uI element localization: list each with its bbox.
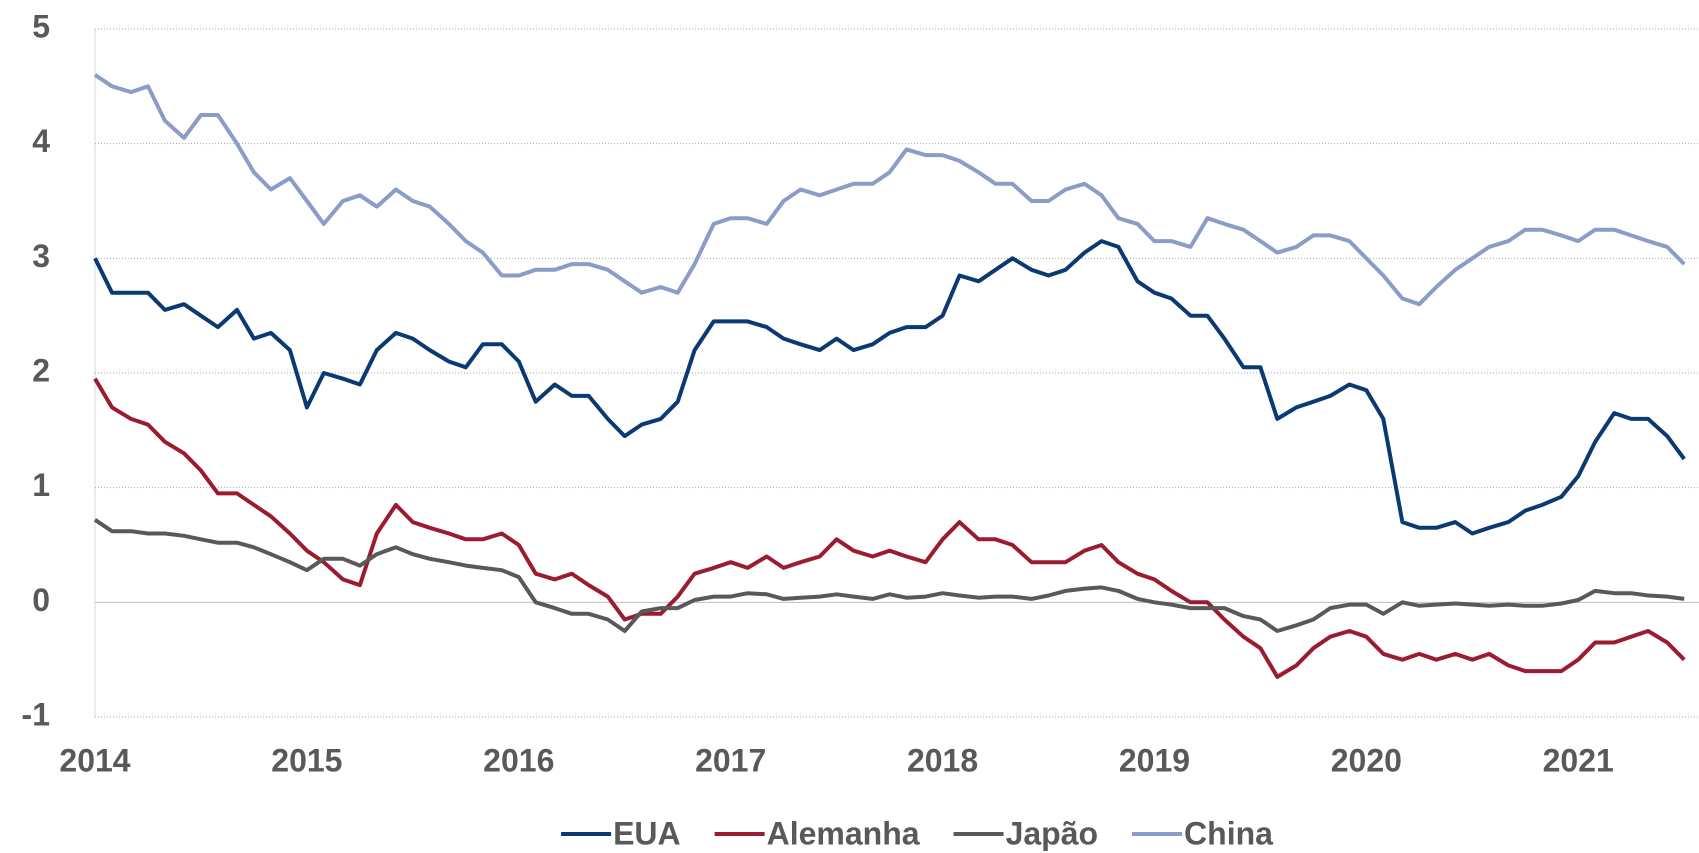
x-tick-label: 2020: [1331, 742, 1402, 778]
x-tick-label: 2019: [1119, 742, 1190, 778]
x-tick-label: 2017: [695, 742, 766, 778]
legend-label: Japão: [1006, 815, 1098, 851]
y-tick-label: 3: [32, 238, 50, 274]
x-tick-label: 2016: [483, 742, 554, 778]
y-tick-label: -1: [22, 696, 50, 732]
legend-label: EUA: [613, 815, 681, 851]
y-tick-label: 1: [32, 467, 50, 503]
series-line: [93, 73, 1686, 307]
x-tick-label: 2015: [271, 742, 342, 778]
series-line: [93, 377, 1686, 679]
x-tick-label: 2018: [907, 742, 978, 778]
legend-label: China: [1184, 815, 1273, 851]
legend: EUA Alemanha Japão China: [561, 815, 1273, 851]
x-tick-label: 2021: [1543, 742, 1614, 778]
series-line: [93, 518, 1685, 633]
y-tick-label: 4: [32, 123, 50, 159]
series-line: [93, 239, 1686, 536]
y-tick-label: 5: [32, 8, 50, 44]
y-tick-label: 2: [32, 352, 50, 388]
legend-label: Alemanha: [767, 815, 920, 851]
x-tick-label: 2014: [59, 742, 130, 778]
y-tick-label: 0: [32, 582, 50, 618]
